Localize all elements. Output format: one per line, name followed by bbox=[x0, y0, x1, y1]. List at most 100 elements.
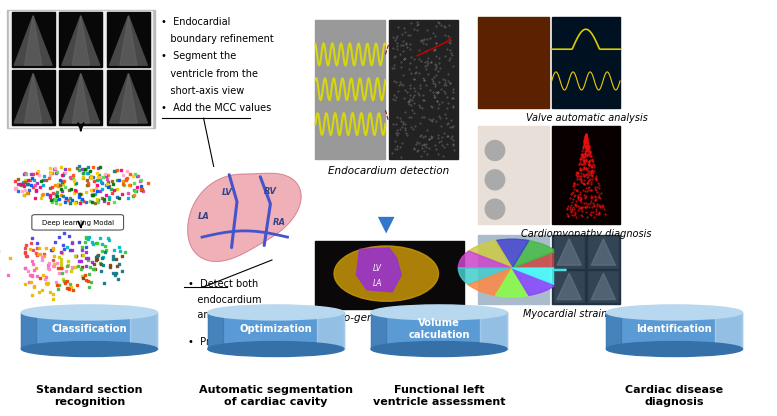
Point bbox=[57, 180, 69, 187]
Wedge shape bbox=[512, 268, 566, 285]
Point bbox=[56, 178, 68, 185]
Point bbox=[127, 193, 139, 199]
Point bbox=[19, 265, 31, 271]
Point bbox=[42, 264, 54, 271]
Point bbox=[33, 250, 46, 257]
Point bbox=[51, 192, 63, 199]
Point bbox=[26, 272, 38, 279]
Point bbox=[2, 271, 14, 278]
Point bbox=[17, 179, 30, 186]
Point bbox=[75, 264, 88, 271]
Point bbox=[110, 167, 123, 173]
Point bbox=[33, 172, 45, 178]
Point bbox=[50, 192, 62, 199]
Point bbox=[75, 166, 88, 173]
Bar bbox=[22, 312, 37, 349]
Bar bbox=[554, 270, 584, 302]
Point bbox=[26, 247, 39, 253]
Point bbox=[93, 174, 106, 181]
Ellipse shape bbox=[207, 342, 343, 357]
Point bbox=[97, 262, 110, 268]
Polygon shape bbox=[188, 173, 301, 261]
Text: LV: LV bbox=[373, 264, 382, 273]
Point bbox=[41, 281, 54, 287]
Ellipse shape bbox=[485, 141, 505, 161]
Point bbox=[91, 181, 103, 188]
Point bbox=[86, 191, 99, 198]
Point bbox=[113, 176, 125, 183]
Point bbox=[66, 239, 78, 245]
Text: Cardiac disease
diagnosis: Cardiac disease diagnosis bbox=[625, 385, 723, 407]
Point bbox=[73, 239, 85, 245]
Point bbox=[95, 179, 107, 186]
Point bbox=[48, 196, 61, 203]
Point bbox=[47, 257, 59, 264]
Point bbox=[37, 250, 50, 257]
Point bbox=[75, 200, 87, 207]
Point bbox=[37, 272, 49, 278]
Point bbox=[19, 244, 32, 251]
Point bbox=[28, 283, 40, 290]
Point bbox=[110, 270, 122, 277]
Bar bbox=[317, 312, 343, 349]
Point bbox=[89, 253, 102, 260]
Point bbox=[87, 187, 99, 194]
Text: Valve automatic analysis: Valve automatic analysis bbox=[526, 113, 647, 123]
Bar bbox=[715, 312, 742, 349]
Point bbox=[106, 177, 119, 184]
Point bbox=[83, 233, 96, 240]
Point bbox=[72, 262, 85, 269]
Point bbox=[96, 248, 108, 255]
Point bbox=[38, 173, 51, 180]
Point bbox=[40, 244, 52, 251]
Point bbox=[34, 183, 47, 190]
Point bbox=[55, 172, 68, 178]
Point bbox=[45, 247, 57, 253]
Point bbox=[41, 280, 54, 286]
Point bbox=[57, 172, 69, 179]
Point bbox=[19, 249, 31, 256]
Polygon shape bbox=[357, 248, 401, 292]
Point bbox=[20, 180, 33, 187]
Bar bbox=[12, 70, 54, 125]
Point bbox=[89, 191, 101, 198]
Point bbox=[87, 241, 99, 248]
Point bbox=[68, 189, 80, 196]
Point bbox=[95, 260, 107, 267]
Point bbox=[82, 170, 95, 176]
Point bbox=[9, 185, 21, 192]
Point bbox=[60, 268, 72, 275]
Point bbox=[109, 168, 121, 174]
Point bbox=[66, 287, 78, 294]
Ellipse shape bbox=[22, 305, 157, 320]
Point bbox=[94, 176, 106, 183]
Point bbox=[68, 177, 81, 183]
Point bbox=[58, 197, 71, 203]
Point bbox=[49, 165, 61, 171]
Point bbox=[54, 182, 67, 188]
Point bbox=[80, 235, 92, 241]
Point bbox=[66, 264, 78, 271]
Point bbox=[137, 187, 149, 194]
Bar bbox=[588, 270, 618, 302]
Point bbox=[51, 279, 63, 285]
Point bbox=[80, 249, 92, 255]
Polygon shape bbox=[120, 74, 137, 123]
Point bbox=[58, 230, 71, 236]
Point bbox=[130, 188, 142, 194]
Bar bbox=[22, 312, 157, 349]
Point bbox=[122, 190, 134, 197]
Point bbox=[77, 174, 89, 181]
Point bbox=[25, 171, 37, 177]
Polygon shape bbox=[591, 239, 615, 265]
Point bbox=[70, 187, 82, 194]
Point bbox=[44, 289, 56, 295]
Point bbox=[87, 266, 99, 272]
Point bbox=[80, 255, 92, 261]
Point bbox=[44, 266, 56, 272]
Point bbox=[75, 266, 87, 272]
Point bbox=[63, 286, 75, 292]
Point bbox=[57, 245, 70, 252]
Text: LA: LA bbox=[373, 279, 382, 287]
Point bbox=[50, 192, 62, 198]
